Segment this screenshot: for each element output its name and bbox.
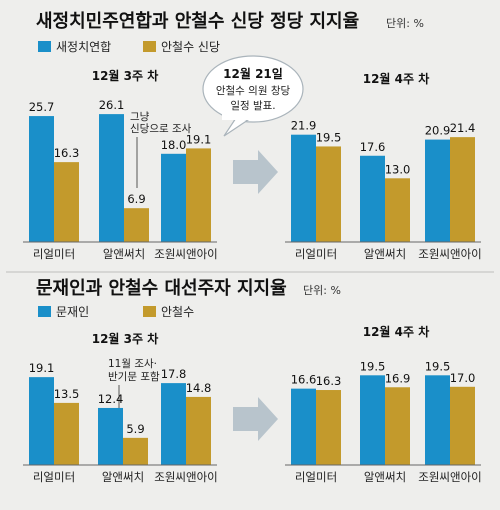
- bar-c2-g1-3-s2: [186, 396, 211, 465]
- bar-c2-g1-3-s1: [161, 383, 186, 465]
- category-label-c1-g1-2: 알앤써치: [103, 247, 145, 261]
- chart2-group-label-2: 12월 4주 차: [363, 324, 430, 339]
- category-label-c1-g2-3: 조원씨앤아이: [418, 247, 481, 261]
- bar-c1-g1-1-s2: [54, 162, 79, 242]
- value-label-c2-g1-3-s1: 17.8: [161, 367, 187, 381]
- chart1-unit: 단위: %: [386, 17, 424, 30]
- value-label-c1-g2-2-s1: 17.6: [360, 140, 386, 154]
- value-label-c1-g1-1-s1: 25.7: [29, 100, 55, 114]
- chart1-note-line-2: 신당으로 조사: [130, 123, 192, 135]
- bar-c2-g2-1-s2: [316, 390, 341, 465]
- transition-arrow-1: [233, 150, 278, 194]
- value-label-c1-g1-3-s1: 18.0: [161, 138, 187, 152]
- bar-c2-g2-1-s1: [291, 388, 316, 465]
- category-label-c2-g2-3: 조원씨앤아이: [418, 470, 481, 484]
- chart1-group-label-1: 12월 3주 차: [92, 68, 159, 83]
- chart2-unit: 단위: %: [303, 284, 341, 297]
- bar-c1-g2-2-s2: [385, 178, 410, 242]
- value-label-c1-g1-3-s2: 19.1: [186, 132, 212, 146]
- value-label-c2-g2-2-s2: 16.9: [385, 371, 411, 385]
- category-label-c1-g1-1: 리얼미터: [33, 247, 75, 261]
- value-label-c2-g2-1-s1: 16.6: [291, 373, 317, 387]
- chart2-legend-swatch-gold: [143, 306, 156, 317]
- category-label-c1-g1-3: 조원씨앤아이: [154, 247, 217, 261]
- bar-c2-g2-2-s1: [360, 375, 385, 465]
- value-label-c2-g1-3-s2: 14.8: [186, 381, 212, 395]
- category-label-c1-g2-2: 알앤써치: [364, 247, 406, 261]
- bar-c1-g1-3-s1: [161, 153, 186, 242]
- chart1-note-line-1: 그냥: [130, 111, 150, 123]
- value-label-c2-g1-2-s2: 5.9: [126, 422, 144, 436]
- value-label-c1-g2-1-s1: 21.9: [291, 119, 317, 133]
- chart1-legend-gold: 안철수 신당: [161, 40, 220, 54]
- chart2-note-line-2: 반기문 포함: [108, 371, 160, 383]
- value-label-c1-g2-3-s2: 21.4: [450, 121, 476, 135]
- chart2-legend-blue: 문재인: [56, 305, 89, 319]
- chart2-group-label-1: 12월 3주 차: [92, 331, 159, 346]
- value-label-c2-g1-1-s1: 19.1: [29, 361, 55, 375]
- bar-c1-g1-3-s2: [186, 148, 211, 242]
- chart1-legend-blue: 새정치연합: [56, 40, 111, 54]
- chart2-note-line-1: 11월 조사·: [108, 358, 157, 370]
- chart1-legend-swatch-gold: [143, 41, 156, 52]
- value-label-c2-g1-1-s2: 13.5: [54, 387, 80, 401]
- category-label-c2-g2-2: 알앤써치: [364, 470, 406, 484]
- value-label-c2-g2-3-s2: 17.0: [450, 371, 476, 385]
- chart1-legend-swatch-blue: [38, 41, 51, 52]
- value-label-c1-g1-2-s1: 26.1: [99, 98, 125, 112]
- bubble-line-1: 12월 21일: [223, 66, 283, 81]
- transition-arrow-2: [233, 397, 278, 441]
- bar-c1-g2-3-s2: [450, 137, 475, 242]
- value-label-c2-g2-1-s2: 16.3: [316, 374, 342, 388]
- bar-c1-g1-2-s1: [99, 114, 124, 242]
- value-label-c1-g2-2-s2: 13.0: [385, 162, 411, 176]
- chart2-legend-gold: 안철수: [161, 305, 194, 319]
- value-label-c2-g2-2-s1: 19.5: [360, 359, 386, 373]
- value-label-c1-g1-1-s2: 16.3: [54, 146, 80, 160]
- bar-c1-g2-1-s2: [316, 146, 341, 242]
- bubble-line-3: 일정 발표.: [230, 99, 275, 112]
- value-label-c2-g1-2-s1: 12.4: [98, 392, 124, 406]
- category-label-c2-g2-1: 리얼미터: [295, 470, 337, 484]
- category-label-c2-g1-2: 알앤써치: [102, 470, 144, 484]
- value-label-c1-g2-3-s1: 20.9: [425, 124, 451, 138]
- bar-c2-g1-2-s1: [98, 407, 123, 465]
- bar-c1-g2-1-s1: [291, 134, 316, 242]
- bar-c2-g2-2-s2: [385, 387, 410, 465]
- bar-c1-g2-2-s1: [360, 155, 385, 242]
- bar-c1-g1-2-s2: [124, 208, 149, 242]
- bar-c2-g2-3-s2: [450, 386, 475, 465]
- bubble-line-2: 안철수 의원 창당: [216, 85, 291, 97]
- chart1-title: 새정치민주연합과 안철수 신당 정당 지지율: [36, 10, 359, 32]
- bar-c2-g2-3-s1: [425, 375, 450, 465]
- category-label-c2-g1-1: 리얼미터: [33, 470, 75, 484]
- bar-c1-g1-1-s1: [29, 116, 54, 242]
- bar-c2-g1-1-s2: [54, 402, 79, 465]
- chart2-title: 문재인과 안철수 대선주자 지지율: [36, 278, 287, 299]
- bar-c2-g1-1-s1: [29, 377, 54, 465]
- bar-c1-g2-3-s1: [425, 139, 450, 242]
- category-label-c2-g1-3: 조원씨앤아이: [154, 470, 217, 484]
- category-label-c1-g2-1: 리얼미터: [295, 247, 337, 261]
- chart1-group-label-2: 12월 4주 차: [363, 71, 430, 86]
- chart2-legend-swatch-blue: [38, 306, 51, 317]
- announcement-bubble: 12월 21일 안철수 의원 창당 일정 발표.: [202, 55, 304, 137]
- value-label-c1-g1-2-s2: 6.9: [127, 192, 145, 206]
- value-label-c2-g2-3-s1: 19.5: [425, 359, 451, 373]
- bar-c2-g1-2-s2: [123, 437, 148, 465]
- value-label-c1-g2-1-s2: 19.5: [316, 130, 342, 144]
